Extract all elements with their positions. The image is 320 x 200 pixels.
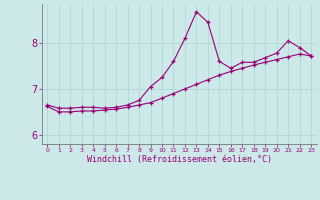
X-axis label: Windchill (Refroidissement éolien,°C): Windchill (Refroidissement éolien,°C) <box>87 155 272 164</box>
